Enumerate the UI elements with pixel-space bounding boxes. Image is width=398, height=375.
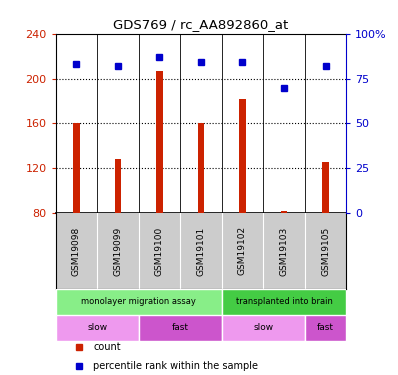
Text: slow: slow bbox=[253, 323, 273, 332]
Text: fast: fast bbox=[317, 323, 334, 332]
Bar bbox=[322, 162, 329, 213]
Text: GSM19102: GSM19102 bbox=[238, 226, 247, 276]
Bar bbox=[73, 123, 80, 213]
Text: GSM19098: GSM19098 bbox=[72, 226, 81, 276]
Text: monolayer migration assay: monolayer migration assay bbox=[81, 297, 196, 306]
Bar bbox=[156, 71, 163, 213]
Text: fast: fast bbox=[172, 323, 189, 332]
Bar bbox=[239, 99, 246, 213]
Text: transplanted into brain: transplanted into brain bbox=[236, 297, 332, 306]
Bar bbox=[115, 159, 121, 213]
Bar bbox=[56, 315, 139, 340]
Bar bbox=[198, 123, 204, 213]
Text: count: count bbox=[94, 342, 121, 352]
Text: GSM19101: GSM19101 bbox=[197, 226, 205, 276]
Bar bbox=[222, 289, 346, 315]
Bar bbox=[281, 211, 287, 213]
Text: slow: slow bbox=[87, 323, 107, 332]
Text: percentile rank within the sample: percentile rank within the sample bbox=[94, 361, 258, 371]
Bar bbox=[139, 315, 222, 340]
Text: GSM19105: GSM19105 bbox=[321, 226, 330, 276]
Text: GSM19100: GSM19100 bbox=[155, 226, 164, 276]
Text: GSM19103: GSM19103 bbox=[279, 226, 289, 276]
Title: GDS769 / rc_AA892860_at: GDS769 / rc_AA892860_at bbox=[113, 18, 289, 31]
Bar bbox=[305, 315, 346, 340]
Bar bbox=[56, 289, 222, 315]
Text: GSM19099: GSM19099 bbox=[113, 226, 123, 276]
Bar bbox=[222, 315, 305, 340]
